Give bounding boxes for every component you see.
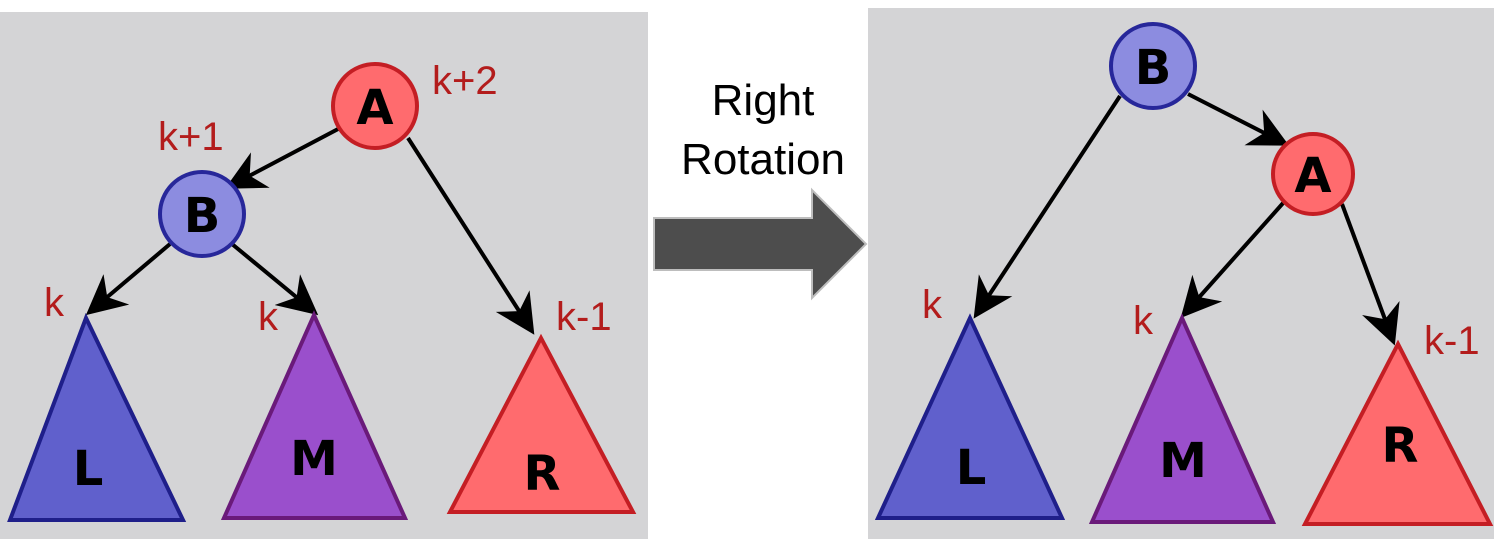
caption-line-1: Right (712, 76, 815, 125)
height-label-l: k (44, 281, 65, 325)
height-label-m: k (258, 295, 279, 339)
node-b-circle-after (1109, 22, 1197, 110)
height-label-l-after: k (922, 283, 943, 327)
height-label-m-after: k (1133, 299, 1154, 343)
subtree-r-triangle (446, 333, 637, 514)
height-label-r: k-1 (556, 295, 612, 339)
edge-b-to-l (85, 242, 172, 316)
edge-b-to-m (230, 242, 319, 316)
subtree-m-label-after: M (1159, 433, 1207, 489)
edge-a-to-m-after (1180, 200, 1286, 318)
subtree-l-label-after: L (956, 440, 987, 496)
edge-a-to-r-after (1340, 203, 1400, 346)
subtree-l-triangle (7, 312, 187, 522)
node-a-label: A (356, 80, 393, 136)
edge-a-to-r (406, 136, 535, 335)
node-b-label: B (184, 188, 221, 244)
edge-b-to-a-after (1187, 92, 1290, 146)
node-a-circle (331, 62, 419, 150)
subtree-m-triangle (220, 310, 409, 520)
node-a-label-after: A (1294, 148, 1331, 204)
subtree-m-triangle-after (1088, 313, 1277, 524)
edge-b-to-l-after (973, 94, 1122, 319)
right-rotation-arrow-icon (653, 187, 868, 301)
subtree-m-label: M (290, 431, 338, 487)
subtree-r-label-after: R (1382, 418, 1419, 474)
subtree-l-label: L (73, 441, 104, 497)
edge-a-to-b (224, 126, 341, 189)
subtree-l-triangle-after (874, 313, 1066, 520)
height-label-a: k+2 (432, 59, 498, 103)
node-a-circle-after (1271, 132, 1355, 216)
subtree-r-triangle-after (1301, 339, 1494, 526)
node-b-circle (158, 170, 246, 258)
subtree-r-label: R (524, 446, 561, 502)
node-b-label-after: B (1135, 40, 1172, 96)
height-label-b: k+1 (158, 115, 224, 159)
caption-line-2: Rotation (681, 135, 845, 184)
height-label-r-after: k-1 (1424, 319, 1480, 363)
